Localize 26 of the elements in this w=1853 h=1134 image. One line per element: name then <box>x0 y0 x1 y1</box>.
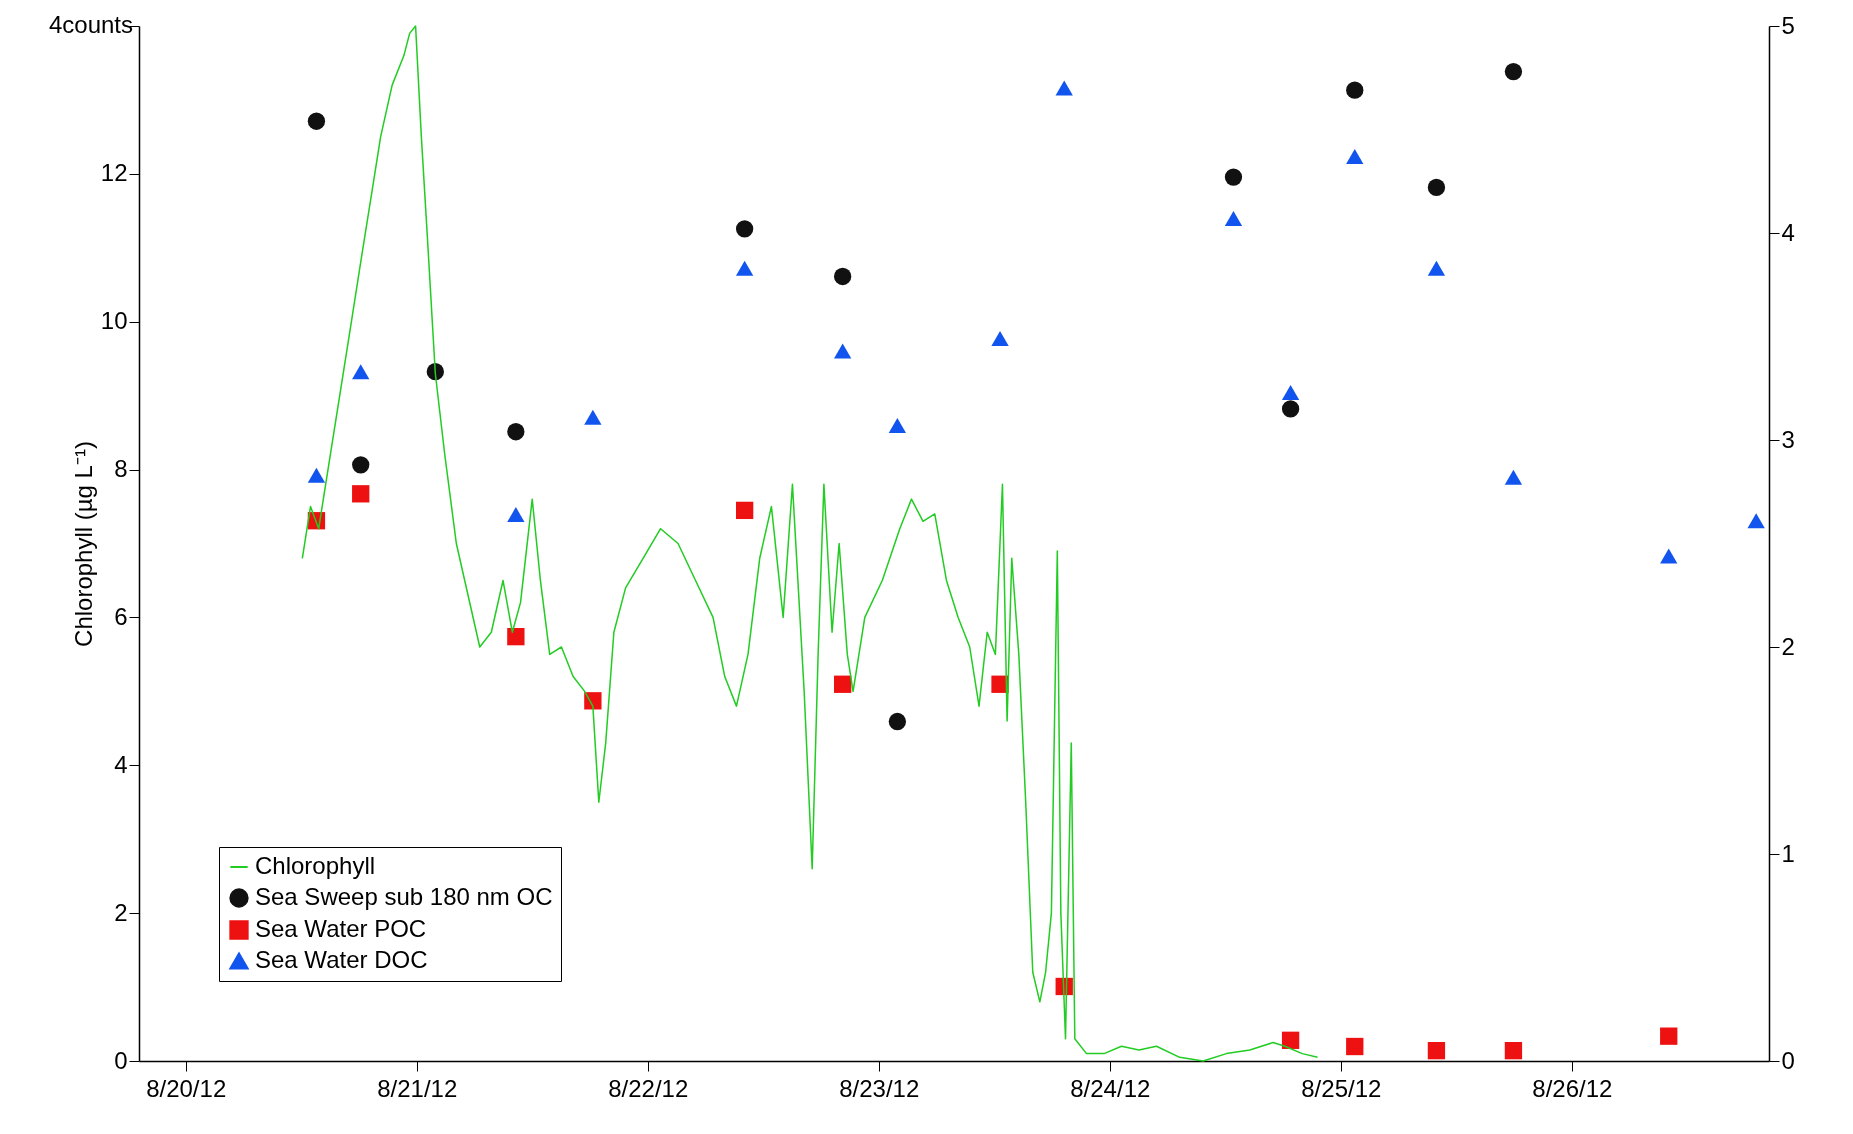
y2-tick-label: 2 <box>1781 632 1795 660</box>
y-tick-label: 0 <box>114 1046 128 1074</box>
y-tick-label: 4 <box>114 750 128 778</box>
y-tick-label: 12 <box>100 159 128 187</box>
legend-label: Sea Water DOC <box>255 946 428 973</box>
x-tick-label: 8/22/12 <box>608 1074 689 1102</box>
text: 4counts <box>48 11 133 38</box>
legend-label: Sea Water POC <box>255 915 427 942</box>
x-tick-label: 8/26/12 <box>1532 1074 1613 1102</box>
legend-label: Chlorophyll <box>255 852 376 879</box>
y-tick-label: 6 <box>114 602 128 630</box>
y-tick-label: 8 <box>114 455 128 483</box>
x-tick-label: 8/21/12 <box>377 1074 458 1102</box>
x-tick-label: 8/25/12 <box>1301 1074 1382 1102</box>
y-axis-title: Chlorophyll (µg L⁻¹) <box>69 441 97 647</box>
x-tick-label: 8/23/12 <box>839 1074 920 1102</box>
y-tick-label: 2 <box>114 898 128 926</box>
y2-tick-label: 0 <box>1781 1046 1795 1074</box>
y2-tick-label: 1 <box>1781 839 1795 867</box>
y2-tick-label: 4 <box>1781 218 1795 246</box>
legend-label: Sea Sweep sub 180 nm OC <box>255 883 553 910</box>
x-tick-label: 8/24/12 <box>1070 1074 1151 1102</box>
y-tick-label: 10 <box>100 307 128 335</box>
y2-tick-label: 3 <box>1781 425 1795 453</box>
x-tick-label: 8/20/12 <box>146 1074 227 1102</box>
y2-tick-label: 5 <box>1781 11 1795 39</box>
